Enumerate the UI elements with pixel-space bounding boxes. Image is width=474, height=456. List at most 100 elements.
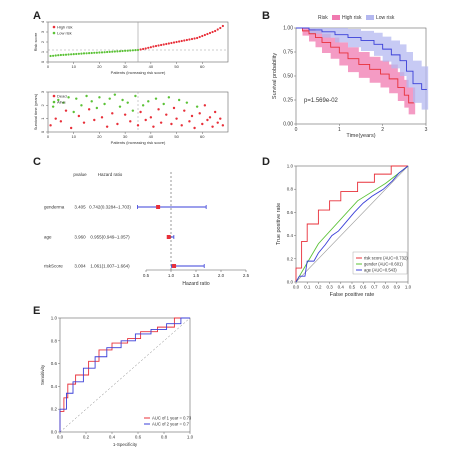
risk-point: [188, 38, 191, 41]
risk-point: [77, 52, 80, 55]
risk-point: [98, 51, 101, 54]
roc-e-xlabel: 1-Specificity: [113, 442, 138, 447]
survival-point: [64, 109, 68, 112]
risk-point: [206, 32, 209, 36]
survival-point: [111, 112, 114, 115]
survival-point: [51, 105, 55, 108]
km-y-tick-label: 0.00: [283, 122, 293, 128]
risk-point: [208, 31, 212, 35]
roc-d-legend-label: gender (AUC=0.601): [364, 262, 403, 267]
survival-point: [116, 122, 119, 126]
roc-d-legend-label: risk score (AUC=0.732): [364, 256, 408, 261]
survival-point: [175, 117, 178, 120]
survival-point: [67, 96, 70, 99]
km-ci-band-high: [296, 28, 416, 115]
risk-point: [59, 53, 62, 57]
roc-d-diagonal: [295, 165, 409, 283]
a-bot-x-tick-label: 10: [71, 134, 76, 139]
forest-row-label: age: [44, 235, 52, 240]
risk-point: [118, 50, 122, 53]
roc-d-x-tick-label: 0.7: [371, 285, 378, 290]
survival-point: [165, 113, 168, 116]
legend-dot-high: [52, 25, 56, 29]
panel-label-c: C: [33, 156, 41, 168]
a-top-x-tick-label: 50: [174, 64, 179, 69]
roc-d-y-tick-label: 0.2: [287, 256, 294, 261]
km-y-tick-label: 0.25: [283, 98, 293, 104]
survival-point: [134, 94, 137, 98]
roc-d-y-tick-label: 0.0: [287, 280, 294, 285]
roc-d-x-tick-label: 0.5: [349, 285, 356, 290]
risk-point: [64, 53, 68, 56]
risk-point: [221, 24, 224, 28]
roc-e-y-tick-label: 0.0: [51, 430, 58, 435]
roc-d-x-tick-label: 0.8: [382, 285, 389, 290]
survival-point: [152, 125, 155, 128]
roc-e-y-tick-label: 0.6: [51, 361, 58, 366]
survival-point: [149, 116, 153, 119]
km-curve-low: [296, 27, 427, 90]
risk-point: [72, 53, 75, 56]
survival-point: [136, 124, 140, 127]
survival-point: [129, 120, 132, 123]
survival-point: [170, 122, 173, 126]
survival-point: [90, 100, 93, 103]
survival-point: [195, 105, 199, 108]
roc-e-y-tick-label: 1.0: [51, 316, 58, 321]
survival-point: [211, 125, 214, 128]
risk-point: [149, 46, 152, 49]
roc-d-curve: [295, 165, 409, 283]
a-bot-x-tick-label: 60: [200, 134, 205, 139]
survival-point: [177, 98, 181, 102]
risk-point: [75, 52, 78, 56]
survival-point: [172, 106, 176, 110]
risk-point: [52, 54, 55, 57]
a-top-x-tick-label: 10: [71, 64, 76, 69]
roc-e-y-tick-label: 0.8: [51, 338, 58, 343]
legend-dot-dead: [52, 94, 56, 98]
forest-tick-label: 2.5: [243, 273, 250, 278]
a-bot-y-tick-label: 2: [40, 103, 45, 106]
a-top-ylabel: Risk score: [33, 32, 38, 51]
a-bot-x-tick-label: 50: [174, 134, 179, 139]
legend-label-low: Low risk: [57, 31, 72, 36]
risk-point: [178, 40, 181, 43]
panel-label-a: A: [33, 10, 41, 22]
a-top-x-tick-label: 30: [123, 64, 128, 69]
survival-point: [201, 122, 204, 126]
legend-label-alive: Alive: [57, 100, 66, 105]
survival-point: [113, 93, 117, 96]
survival-point: [180, 124, 183, 127]
forest-row-pvalue: 3.405: [74, 205, 86, 210]
risk-point: [103, 51, 106, 54]
risk-point: [183, 39, 186, 42]
survival-point: [123, 113, 127, 116]
roc-e-x-tick-label: 0.2: [83, 435, 90, 440]
survival-point: [98, 96, 101, 99]
survival-point: [93, 118, 96, 122]
a-top-y-tick-label: 3: [40, 30, 45, 33]
survival-point: [131, 109, 135, 112]
forest-row-pvalue: 3.004: [74, 264, 86, 269]
km-x-tick-label: 0: [295, 127, 298, 133]
forest-row-pvalue: 3.960: [74, 235, 86, 240]
a-top-x-tick-label: 40: [149, 64, 154, 69]
risk-point: [180, 39, 183, 43]
roc-d-x-tick-label: 0.3: [326, 285, 333, 290]
a-bot-y-tick-label: 0: [40, 130, 45, 133]
roc-e-frame: [59, 317, 191, 433]
roc-e-curve: [59, 317, 190, 432]
risk-point: [131, 49, 134, 52]
risk-point: [67, 53, 70, 56]
forest-xlabel: Hazard ratio: [182, 281, 209, 287]
risk-point: [142, 47, 145, 51]
survival-point: [49, 124, 52, 127]
survival-point: [100, 116, 104, 119]
risk-point: [147, 46, 150, 49]
roc-d-x-tick-label: 0.4: [338, 285, 345, 290]
km-ci-band-low: [296, 28, 429, 110]
risk-point: [108, 50, 111, 54]
roc-e-ylabel: Sensitivity: [40, 364, 45, 385]
panel-label-b: B: [262, 10, 270, 22]
roc-d-y-tick-label: 1.0: [287, 164, 294, 169]
